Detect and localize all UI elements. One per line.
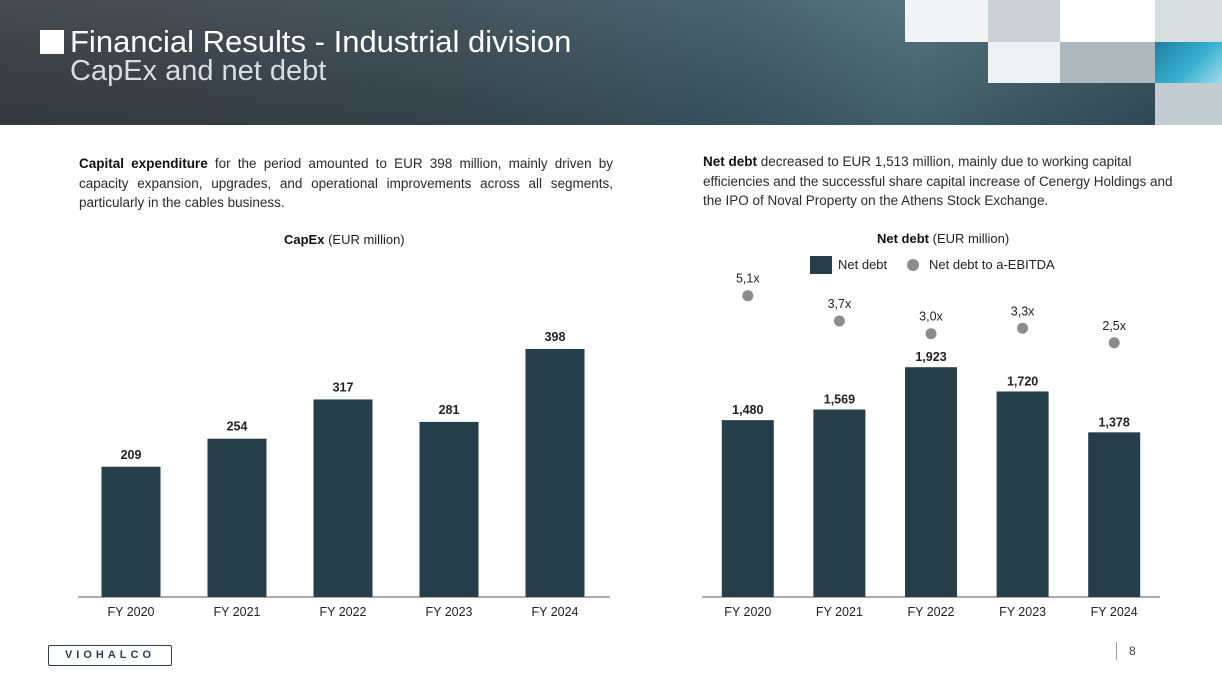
netdebt-bar bbox=[813, 409, 866, 597]
decor-square bbox=[1155, 42, 1222, 83]
capex-x-tick-label: FY 2020 bbox=[107, 605, 154, 619]
netdebt-x-tick-label: FY 2022 bbox=[907, 605, 954, 619]
capex-x-tick-label: FY 2024 bbox=[531, 605, 578, 619]
netdebt-data-label: 1,480 bbox=[732, 403, 763, 417]
netdebt-x-tick-label: FY 2024 bbox=[1091, 605, 1138, 619]
netdebt-chart-title-unit: (EUR million) bbox=[929, 231, 1010, 246]
capex-bar bbox=[419, 421, 479, 597]
header-banner: Financial Results - Industrial division … bbox=[0, 0, 1222, 125]
capex-data-label: 398 bbox=[545, 330, 566, 344]
decor-square bbox=[1060, 42, 1155, 83]
page-number: 8 bbox=[1129, 644, 1136, 658]
netdebt-description-bold: Net debt bbox=[703, 154, 757, 169]
netdebt-chart-title-bold: Net debt bbox=[877, 231, 929, 246]
netdebt-x-tick-label: FY 2020 bbox=[724, 605, 771, 619]
capex-description: Capital expenditure for the period amoun… bbox=[79, 154, 613, 213]
netdebt-data-label: 1,923 bbox=[915, 350, 946, 364]
decor-square bbox=[905, 0, 988, 42]
capex-description-text: for the period amounted to EUR 398 milli… bbox=[79, 156, 613, 210]
ratio-marker bbox=[742, 290, 754, 302]
legend-dot-icon bbox=[907, 259, 919, 271]
capex-chart-title-unit: (EUR million) bbox=[324, 232, 405, 247]
capex-chart-title: CapEx (EUR million) bbox=[284, 232, 405, 247]
ratio-data-label: 3,0x bbox=[919, 310, 943, 324]
capex-chart-title-bold: CapEx bbox=[284, 232, 325, 247]
ratio-marker bbox=[1017, 322, 1029, 334]
netdebt-bar bbox=[1088, 432, 1141, 597]
capex-x-tick-label: FY 2022 bbox=[319, 605, 366, 619]
netdebt-chart-title: Net debt (EUR million) bbox=[877, 231, 1009, 246]
capex-data-label: 317 bbox=[333, 380, 354, 394]
ratio-marker bbox=[925, 328, 937, 340]
legend-bar-swatch bbox=[810, 256, 832, 274]
netdebt-description: Net debt decreased to EUR 1,513 million,… bbox=[703, 152, 1193, 211]
netdebt-description-text: decreased to EUR 1,513 million, mainly d… bbox=[703, 154, 1173, 208]
netdebt-data-label: 1,378 bbox=[1099, 415, 1130, 429]
capex-description-bold: Capital expenditure bbox=[79, 156, 208, 171]
legend-label-net-debt: Net debt bbox=[838, 257, 888, 272]
ratio-data-label: 5,1x bbox=[736, 272, 760, 286]
netdebt-bar bbox=[996, 391, 1049, 597]
netdebt-data-label: 1,569 bbox=[824, 393, 855, 407]
netdebt-bar bbox=[721, 420, 774, 597]
ratio-data-label: 3,3x bbox=[1011, 304, 1035, 318]
netdebt-x-tick-label: FY 2023 bbox=[999, 605, 1046, 619]
ratio-marker bbox=[833, 315, 845, 327]
decor-square bbox=[988, 0, 1060, 42]
viohalco-logo: VIOHALCO bbox=[48, 645, 172, 666]
capex-data-label: 209 bbox=[121, 448, 142, 462]
decor-square bbox=[988, 42, 1060, 83]
page-number-divider bbox=[1116, 642, 1117, 660]
legend-label-ratio: Net debt to a-EBITDA bbox=[929, 257, 1055, 272]
netdebt-x-tick-label: FY 2021 bbox=[816, 605, 863, 619]
capex-bar bbox=[101, 466, 161, 597]
capex-bar bbox=[207, 438, 267, 597]
page-subtitle: CapEx and net debt bbox=[70, 55, 327, 87]
capex-data-label: 254 bbox=[227, 420, 248, 434]
netdebt-data-label: 1,720 bbox=[1007, 374, 1038, 388]
decor-square bbox=[1060, 0, 1155, 42]
capex-data-label: 281 bbox=[439, 403, 460, 417]
capex-bar bbox=[525, 348, 585, 597]
decor-square bbox=[1155, 83, 1222, 125]
ratio-data-label: 3,7x bbox=[828, 297, 852, 311]
ratio-marker bbox=[1108, 337, 1120, 349]
ratio-data-label: 2,5x bbox=[1102, 319, 1126, 333]
decor-square bbox=[1155, 0, 1222, 42]
page-title: Financial Results - Industrial division bbox=[70, 24, 572, 59]
capex-bar bbox=[313, 399, 373, 597]
capex-x-tick-label: FY 2021 bbox=[213, 605, 260, 619]
title-bullet-icon bbox=[40, 30, 64, 54]
netdebt-bar bbox=[905, 367, 957, 597]
capex-x-tick-label: FY 2023 bbox=[425, 605, 472, 619]
